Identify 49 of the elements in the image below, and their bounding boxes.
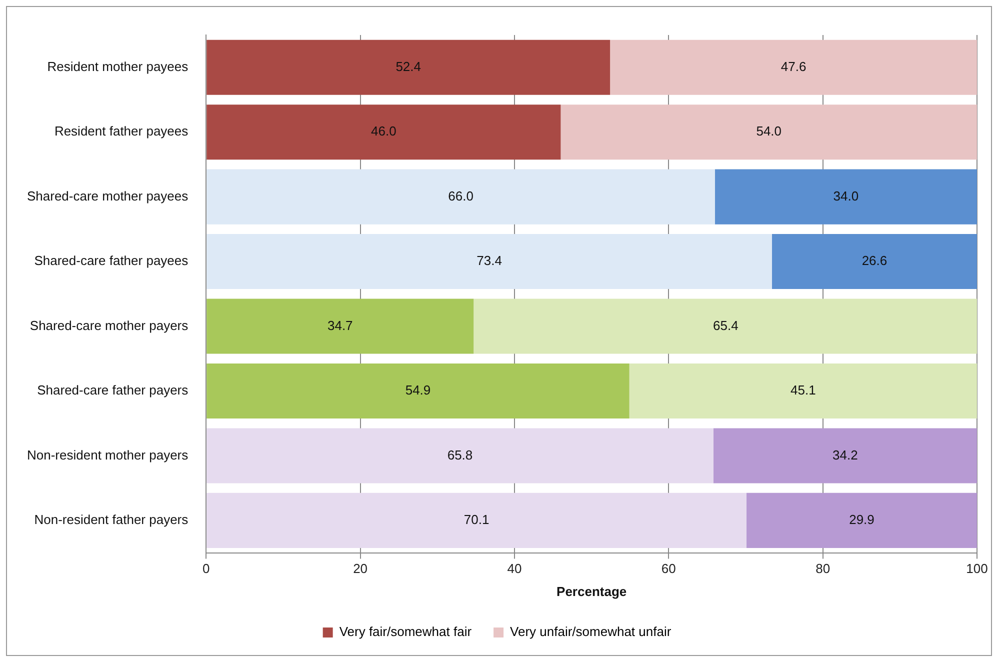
data-label: 70.1: [464, 512, 490, 528]
bar: [206, 40, 610, 95]
data-label: 54.9: [405, 382, 431, 398]
bar: [713, 428, 977, 484]
data-label: 26.6: [862, 253, 888, 268]
data-label: 34.0: [833, 188, 859, 204]
legend-label: Very unfair/somewhat unfair: [510, 624, 672, 640]
bar: [206, 492, 747, 548]
data-label: 47.6: [780, 58, 806, 74]
bar: [206, 169, 715, 224]
x-axis-title: Percentage: [556, 584, 627, 599]
data-label: 34.2: [832, 447, 858, 462]
x-tick-label: 20: [353, 561, 368, 576]
x-tick-label: 0: [202, 561, 210, 576]
x-tick-label: 80: [816, 561, 830, 576]
y-tick-label: Shared-care father payers: [37, 382, 189, 398]
data-label: 29.9: [849, 512, 874, 528]
data-label: 45.1: [790, 382, 816, 398]
data-label: 46.0: [371, 124, 396, 139]
bar: [474, 298, 977, 354]
data-label: 73.4: [476, 253, 502, 268]
bar: [610, 40, 977, 95]
bar: [206, 428, 714, 484]
y-tick-label: Non-resident mother payers: [27, 447, 189, 462]
bar: [746, 492, 977, 548]
bar: [560, 104, 977, 160]
bar: [714, 169, 977, 224]
y-tick-label: Shared-care mother payees: [26, 188, 189, 204]
y-tick-label: Resident mother payees: [47, 58, 189, 74]
x-tick-label: 100: [966, 561, 988, 576]
y-tick-label: Non-resident father payers: [34, 512, 189, 528]
y-tick-label: Shared-care mother payers: [30, 318, 189, 333]
bar: [772, 234, 977, 290]
bar: [206, 104, 561, 160]
data-label: 54.0: [756, 124, 782, 139]
data-label: 65.8: [447, 447, 473, 462]
data-label: 66.0: [448, 188, 474, 204]
bar: [629, 363, 977, 418]
y-tick-label: Resident father payees: [54, 124, 189, 139]
bar: [206, 363, 630, 418]
y-tick-label: Shared-care father payees: [34, 253, 189, 268]
data-label: 65.4: [713, 318, 738, 333]
legend-label: Very fair/somewhat fair: [339, 624, 472, 640]
data-label: 52.4: [396, 58, 422, 74]
bar: [206, 298, 474, 354]
x-tick-label: 40: [507, 561, 522, 576]
x-tick-label: 60: [661, 561, 676, 576]
data-label: 34.7: [327, 318, 353, 333]
bar: [206, 234, 772, 290]
